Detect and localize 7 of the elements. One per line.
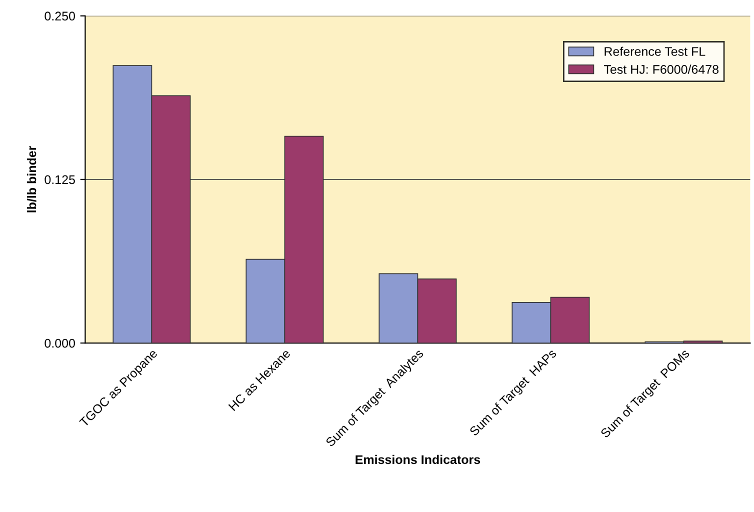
y-tick-label: 0.250: [44, 12, 75, 21]
legend-label: Test HJ: F6000/6478: [604, 64, 718, 74]
x-axis-title: Emissions Indicators: [356, 454, 480, 464]
y-tick-label: 0.125: [44, 175, 75, 184]
y-tick-label: 0.000: [44, 338, 75, 348]
y-axis-title: lb/lb binder: [26, 146, 36, 212]
legend-label: Reference Test FL: [604, 46, 706, 56]
